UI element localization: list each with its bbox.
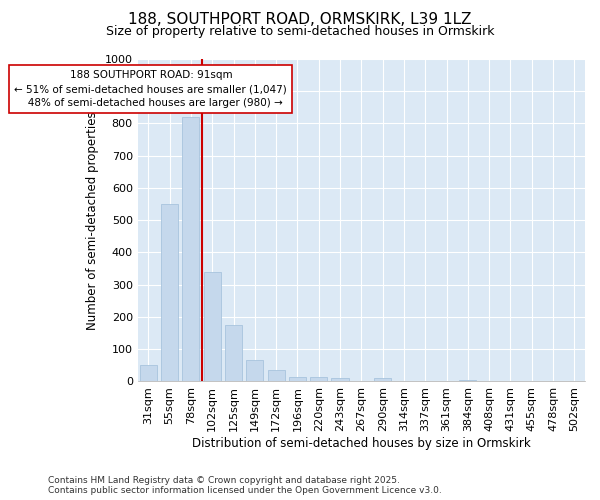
Bar [182,117,199,382]
Bar [246,360,263,382]
Bar [310,376,327,382]
Bar [203,272,221,382]
Bar [268,370,284,382]
Bar [225,325,242,382]
Text: Size of property relative to semi-detached houses in Ormskirk: Size of property relative to semi-detach… [106,25,494,38]
Bar [161,204,178,382]
Y-axis label: Number of semi-detached properties: Number of semi-detached properties [86,111,99,330]
Text: 188, SOUTHPORT ROAD, ORMSKIRK, L39 1LZ: 188, SOUTHPORT ROAD, ORMSKIRK, L39 1LZ [128,12,472,28]
Bar [374,378,391,382]
Bar [289,376,306,382]
Text: 188 SOUTHPORT ROAD: 91sqm
← 51% of semi-detached houses are smaller (1,047)
   4: 188 SOUTHPORT ROAD: 91sqm ← 51% of semi-… [14,70,287,108]
X-axis label: Distribution of semi-detached houses by size in Ormskirk: Distribution of semi-detached houses by … [192,437,530,450]
Text: Contains HM Land Registry data © Crown copyright and database right 2025.
Contai: Contains HM Land Registry data © Crown c… [48,476,442,495]
Bar [140,366,157,382]
Bar [460,380,476,382]
Bar [331,378,349,382]
